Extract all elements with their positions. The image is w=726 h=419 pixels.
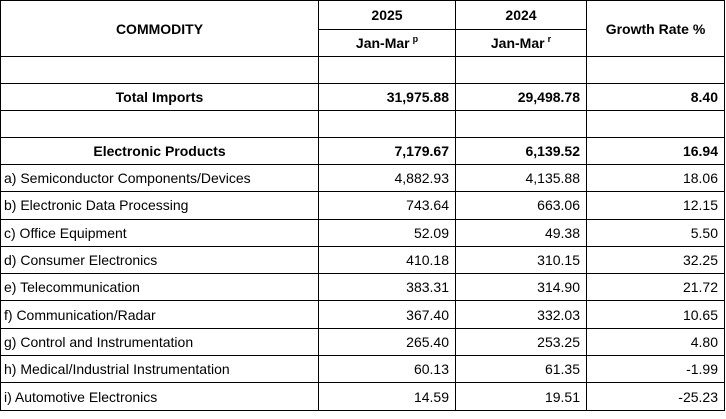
row-2025: 367.40 — [318, 300, 456, 329]
total-label: Total Imports — [0, 83, 319, 111]
row-growth: 18.06 — [586, 163, 725, 193]
row-2024: 310.15 — [455, 245, 587, 275]
group-label: Electronic Products — [0, 137, 319, 165]
row-2025: 4,882.93 — [318, 163, 456, 193]
spacer-row — [0, 110, 725, 138]
row-2025: 383.31 — [318, 273, 456, 302]
row-growth: 12.15 — [586, 191, 725, 220]
total-growth: 8.40 — [586, 83, 725, 111]
table-row: c) Office Equipment 52.09 49.38 5.50 — [0, 218, 725, 247]
header-period-2025: Jan-Mar p — [318, 29, 456, 57]
row-2025: 743.64 — [318, 191, 456, 220]
row-label: h) Medical/Industrial Instrumentation — [0, 355, 319, 384]
table-row: e) Telecommunication 383.31 314.90 21.72 — [0, 273, 725, 302]
commodity-imports-table: COMMODITY 2025 2024 Growth Rate % Jan-Ma… — [0, 0, 725, 411]
row-2025: 14.59 — [318, 382, 456, 411]
table-row: g) Control and Instrumentation 265.40 253.… — [0, 327, 725, 357]
row-label: b) Electronic Data Processing — [0, 191, 319, 220]
row-label: g) Control and Instrumentation — [0, 327, 319, 357]
row-growth: -25.23 — [586, 382, 725, 411]
total-2025: 31,975.88 — [318, 83, 456, 111]
table-row: h) Medical/Industrial Instrumentation 60.… — [0, 355, 725, 384]
period-label: Jan-Mar — [490, 35, 545, 51]
table-row: f) Communication/Radar 367.40 332.03 10.65 — [0, 300, 725, 329]
row-label: f) Communication/Radar — [0, 300, 319, 329]
table-row: b) Electronic Data Processing 743.64 663.0… — [0, 191, 725, 220]
total-2024: 29,498.78 — [455, 83, 587, 111]
preliminary-marker: p — [412, 34, 419, 45]
period-label: Jan-Mar — [355, 35, 410, 51]
row-label: d) Consumer Electronics — [0, 245, 319, 275]
row-label: c) Office Equipment — [0, 218, 319, 247]
row-2025: 52.09 — [318, 218, 456, 247]
table-row: a) Semiconductor Components/Devices 4,882… — [0, 163, 725, 193]
row-2024: 61.35 — [455, 355, 587, 384]
row-2025: 60.13 — [318, 355, 456, 384]
row-2024: 332.03 — [455, 300, 587, 329]
row-2024: 663.06 — [455, 191, 587, 220]
row-growth: 5.50 — [586, 218, 725, 247]
electronic-products-row: Electronic Products 7,179.67 6,139.52 16… — [0, 137, 725, 165]
row-label: e) Telecommunication — [0, 273, 319, 302]
header-commodity: COMMODITY — [0, 0, 319, 57]
row-growth: 21.72 — [586, 273, 725, 302]
group-growth: 16.94 — [586, 137, 725, 165]
row-growth: -1.99 — [586, 355, 725, 384]
header-growth-rate: Growth Rate % — [586, 0, 725, 57]
row-2024: 253.25 — [455, 327, 587, 357]
row-2024: 19.51 — [455, 382, 587, 411]
row-label: i) Automotive Electronics — [0, 382, 319, 411]
row-growth: 10.65 — [586, 300, 725, 329]
row-2024: 314.90 — [455, 273, 587, 302]
row-2025: 410.18 — [318, 245, 456, 275]
group-2024: 6,139.52 — [455, 137, 587, 165]
spacer-row — [0, 56, 725, 84]
row-2025: 265.40 — [318, 327, 456, 357]
row-2024: 49.38 — [455, 218, 587, 247]
header-period-2024: Jan-Mar r — [455, 29, 587, 57]
row-growth: 4.80 — [586, 327, 725, 357]
group-2025: 7,179.67 — [318, 137, 456, 165]
table-row: d) Consumer Electronics 410.18 310.15 32.25 — [0, 245, 725, 275]
header-year-2024: 2024 — [455, 0, 587, 30]
row-growth: 32.25 — [586, 245, 725, 275]
table-row: i) Automotive Electronics 14.59 19.51 -25.2… — [0, 382, 725, 411]
header-year-2025: 2025 — [318, 0, 456, 30]
row-2024: 4,135.88 — [455, 163, 587, 193]
total-imports-row: Total Imports 31,975.88 29,498.78 8.40 — [0, 83, 725, 111]
row-label: a) Semiconductor Components/Devices — [0, 163, 319, 193]
revised-marker: r — [547, 34, 552, 45]
